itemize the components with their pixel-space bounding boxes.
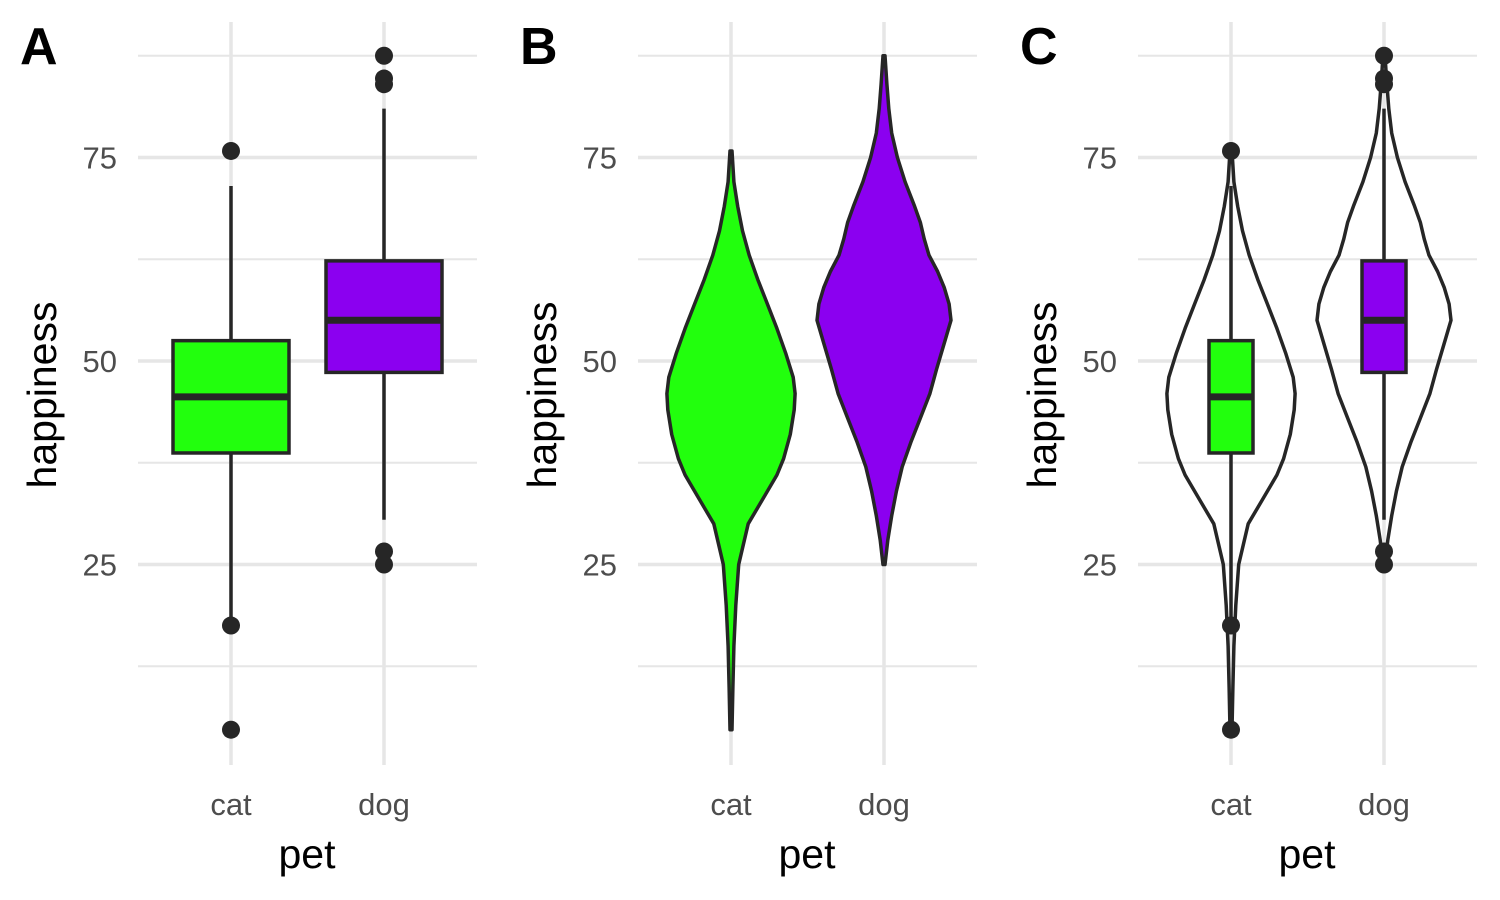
outlier-point-cat	[1222, 720, 1240, 739]
outlier-point-dog	[1375, 542, 1393, 561]
outlier-point-cat	[222, 141, 240, 160]
panel-tag-a: A	[20, 18, 58, 76]
x-tick-label-cat: cat	[1210, 787, 1252, 822]
violin-dog	[815, 54, 953, 567]
outlier-point-cat	[1222, 616, 1240, 635]
outlier-point-dog	[375, 542, 393, 561]
x-tick-label-dog: dog	[358, 787, 410, 822]
outlier-point-dog	[1375, 555, 1393, 574]
y-tick-label: 25	[1083, 548, 1117, 583]
y-axis-title: happiness	[19, 302, 65, 489]
outlier-point-dog	[375, 555, 393, 574]
y-axis-title: happiness	[519, 302, 565, 489]
y-tick-label: 75	[583, 141, 617, 176]
outlier-point-dog	[1375, 46, 1393, 65]
x-axis-title: pet	[779, 831, 837, 877]
x-tick-label-dog: dog	[1358, 787, 1410, 822]
x-tick-label-cat: cat	[710, 787, 752, 822]
y-tick-label: 50	[583, 344, 617, 379]
y-tick-label: 75	[1083, 141, 1117, 176]
y-tick-label: 50	[83, 344, 117, 379]
outlier-point-dog	[375, 75, 393, 94]
box-dog	[1360, 259, 1408, 375]
y-tick-label: 25	[583, 548, 617, 583]
outlier-point-cat	[222, 720, 240, 739]
panel-tag-b: B	[520, 18, 558, 76]
x-axis-title: pet	[1279, 831, 1337, 877]
y-tick-label: 75	[83, 141, 117, 176]
outlier-point-cat	[222, 616, 240, 635]
y-tick-label: 25	[83, 548, 117, 583]
outlier-point-cat	[1222, 141, 1240, 160]
x-tick-label-cat: cat	[210, 787, 252, 822]
y-axis-title: happiness	[1019, 302, 1065, 489]
y-tick-label: 50	[1083, 344, 1117, 379]
x-tick-label-dog: dog	[858, 787, 910, 822]
box-dog	[324, 259, 444, 375]
outlier-point-dog	[1375, 75, 1393, 94]
outlier-point-dog	[375, 46, 393, 65]
violin-cat	[665, 149, 797, 732]
panel-tag-c: C	[1020, 18, 1058, 76]
x-axis-title: pet	[279, 831, 337, 877]
